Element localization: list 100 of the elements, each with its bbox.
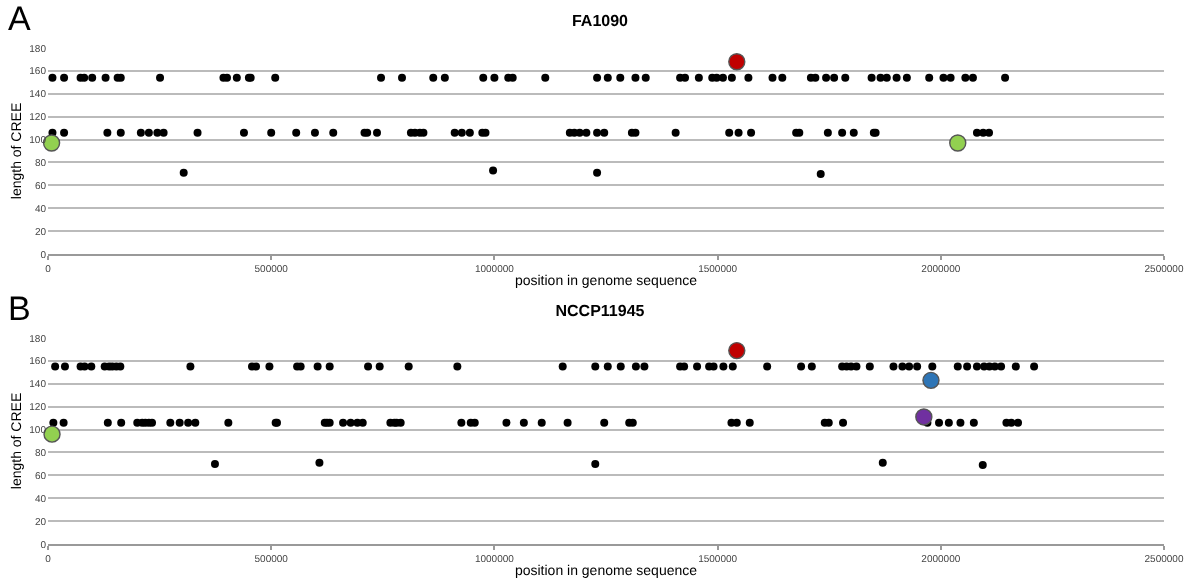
- point: [224, 418, 233, 427]
- point: [593, 128, 602, 137]
- point: [839, 418, 848, 427]
- chart-title: NCCP11945: [555, 301, 646, 320]
- point: [600, 128, 609, 137]
- point: [640, 362, 649, 371]
- point: [889, 362, 898, 371]
- point: [563, 418, 572, 427]
- point: [537, 418, 546, 427]
- point: [582, 128, 591, 137]
- point: [841, 73, 850, 82]
- point: [375, 362, 384, 371]
- point: [267, 128, 276, 137]
- point: [453, 362, 462, 371]
- point: [969, 418, 978, 427]
- text: A: [8, 0, 32, 38]
- point: [797, 362, 806, 371]
- point: [631, 362, 640, 371]
- point: [681, 73, 690, 82]
- point: [593, 168, 602, 177]
- point: [60, 128, 69, 137]
- point: [313, 362, 322, 371]
- point: [616, 362, 625, 371]
- point: [60, 73, 69, 82]
- point: [997, 362, 1006, 371]
- point: [116, 128, 125, 137]
- point: [838, 128, 847, 137]
- point: [953, 362, 962, 371]
- point: [43, 425, 61, 443]
- point: [878, 458, 887, 467]
- point: [763, 362, 772, 371]
- point: [939, 73, 948, 82]
- point: [144, 128, 153, 137]
- point: [718, 73, 727, 82]
- point: [450, 128, 459, 137]
- point: [156, 73, 165, 82]
- point: [935, 418, 944, 427]
- point: [153, 128, 162, 137]
- point: [902, 73, 911, 82]
- point: [193, 128, 202, 137]
- point: [232, 73, 241, 82]
- point: [51, 362, 60, 371]
- point: [490, 73, 499, 82]
- point: [671, 128, 680, 137]
- point: [558, 362, 567, 371]
- point: [915, 408, 933, 426]
- point: [49, 418, 58, 427]
- point: [457, 418, 466, 427]
- point: [694, 73, 703, 82]
- point: [728, 341, 746, 360]
- point: [728, 362, 737, 371]
- point: [377, 73, 386, 82]
- point: [978, 461, 987, 470]
- point: [87, 362, 96, 371]
- point: [358, 418, 367, 427]
- point: [849, 128, 858, 137]
- point: [778, 73, 787, 82]
- point: [1014, 418, 1023, 427]
- point: [905, 362, 914, 371]
- point: [88, 73, 97, 82]
- point: [346, 418, 355, 427]
- point: [728, 53, 746, 71]
- point: [465, 128, 474, 137]
- point: [210, 459, 219, 468]
- point: [949, 134, 967, 152]
- point: [852, 362, 861, 371]
- point: [963, 362, 972, 371]
- point: [1001, 73, 1010, 82]
- point: [457, 128, 466, 137]
- point: [616, 73, 625, 82]
- point: [768, 73, 777, 82]
- point: [339, 418, 348, 427]
- point: [179, 168, 188, 177]
- point: [60, 362, 69, 371]
- point: [59, 418, 68, 427]
- point: [479, 73, 488, 82]
- point: [956, 418, 965, 427]
- point: [1007, 418, 1016, 427]
- point: [159, 128, 168, 137]
- point: [136, 128, 145, 137]
- point: [404, 362, 413, 371]
- point: [575, 128, 584, 137]
- point: [725, 128, 734, 137]
- point: [103, 128, 112, 137]
- point: [519, 418, 528, 427]
- point: [882, 73, 891, 82]
- point: [184, 418, 193, 427]
- point: [398, 73, 406, 82]
- point: [913, 362, 922, 371]
- point: [373, 128, 381, 137]
- point: [310, 128, 319, 137]
- point: [265, 362, 274, 371]
- point: [745, 418, 754, 427]
- point: [440, 73, 449, 82]
- point: [48, 73, 57, 82]
- point: [727, 73, 736, 82]
- point: [600, 418, 609, 427]
- point: [502, 418, 511, 427]
- point: [541, 73, 550, 82]
- point: [744, 73, 753, 82]
